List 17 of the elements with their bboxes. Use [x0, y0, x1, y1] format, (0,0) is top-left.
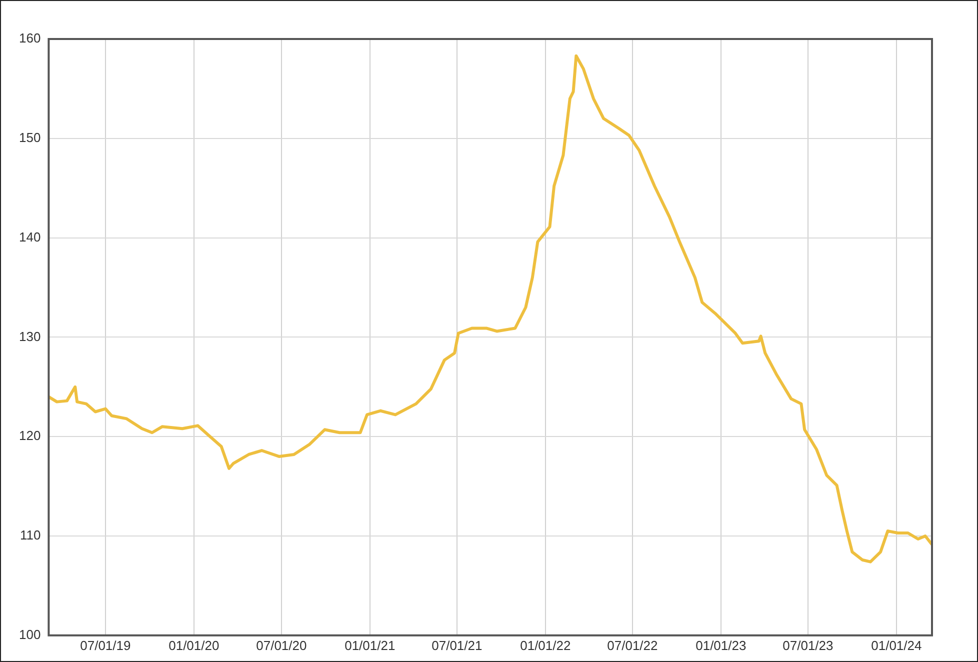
x-tick-label: 07/01/22	[607, 638, 658, 653]
y-tick-label: 150	[18, 130, 41, 145]
x-tick-label: 07/01/23	[782, 638, 834, 653]
x-tick-label: 07/01/19	[80, 638, 131, 653]
x-tick-label: 01/01/23	[696, 638, 746, 653]
x-tick-label: 07/01/21	[432, 638, 482, 653]
x-tick-label: 01/01/20	[168, 638, 220, 653]
x-tick-label: 01/01/22	[520, 638, 571, 653]
y-tick-label: 130	[18, 328, 41, 344]
y-tick-label: 110	[20, 528, 41, 543]
y-tick-label: 160	[18, 30, 41, 46]
y-tick-label: 140	[18, 229, 41, 244]
y-tick-label: 120	[18, 428, 41, 444]
x-tick-label: 07/01/20	[256, 638, 307, 653]
y-tick-label: 100	[18, 626, 41, 642]
x-tick-label: 01/01/24	[871, 638, 922, 653]
x-tick-label: 01/01/21	[344, 638, 396, 653]
